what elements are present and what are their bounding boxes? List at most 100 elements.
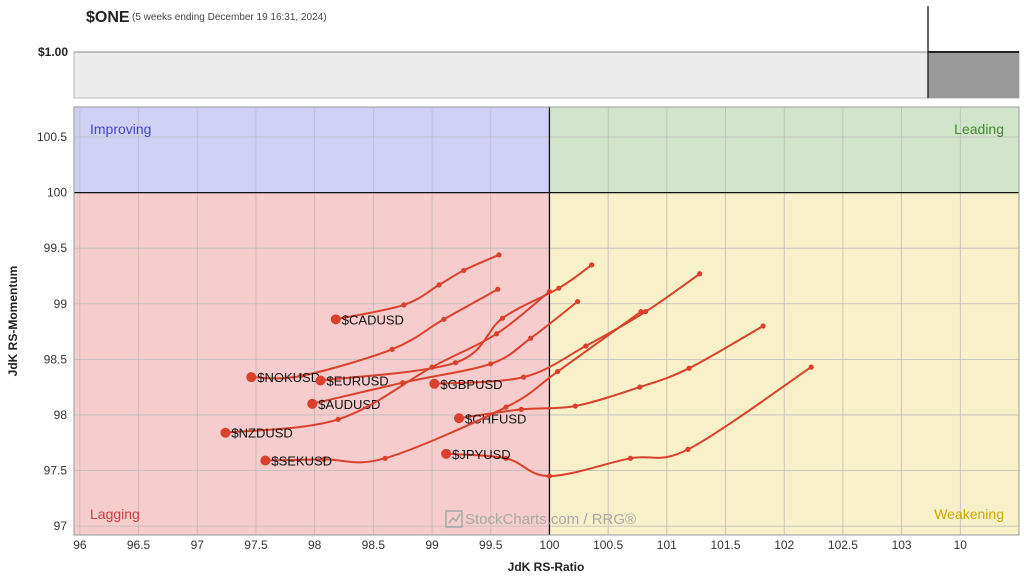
x-axis-label: JdK RS-Ratio: [508, 560, 585, 574]
y-tick-label: 97: [54, 519, 68, 533]
x-tick-label: 101.5: [711, 538, 741, 552]
series-tail-point: [583, 343, 589, 349]
series-cadusd[interactable]: $CADUSD: [330, 252, 502, 327]
series-chfusd[interactable]: $CHFUSD: [454, 323, 766, 426]
series-label: $EURUSD: [327, 373, 389, 388]
series-head-point[interactable]: [220, 427, 231, 438]
x-tick-label: 96.5: [127, 538, 151, 552]
series-head-point[interactable]: [330, 314, 341, 325]
series-tail-point: [401, 302, 407, 308]
series-jpyusd[interactable]: $JPYUSD: [441, 364, 814, 479]
y-axis-label: JdK RS-Momentum: [6, 266, 20, 377]
symbol-title: $ONE: [86, 9, 130, 26]
plot-border: [73, 106, 1020, 536]
series-nokusd[interactable]: $NOKUSD: [246, 286, 501, 385]
y-tick-labels: 97 97.5 98 98.5 99 99.5 100 100.5: [37, 130, 67, 533]
x-tick-label: 98: [308, 538, 322, 552]
watermark-logo-icon: [445, 510, 463, 528]
series-tail-point: [503, 404, 509, 410]
series-tail-point: [697, 271, 703, 277]
quadrant-label-weakening: Weakening: [934, 506, 1004, 522]
y-tick-label: 98: [54, 408, 68, 422]
quadrant-improving: [74, 107, 550, 193]
series-head-point[interactable]: [307, 398, 318, 409]
series-tail-point: [495, 286, 501, 292]
series-tail-point: [808, 364, 814, 370]
x-tick-label: 100.5: [593, 538, 623, 552]
series-tail-point: [546, 473, 553, 479]
quadrant-label-improving: Improving: [90, 121, 151, 137]
series-tail-point: [546, 288, 553, 295]
x-tick-label: 97: [191, 538, 205, 552]
x-tick-label: 101: [657, 538, 677, 552]
y-tick-label: 98.5: [44, 352, 68, 366]
series-tail-point: [461, 267, 467, 274]
series-tail-point: [518, 406, 524, 412]
x-tick-label: 102.5: [828, 538, 858, 552]
x-tick-label: 100: [539, 538, 559, 552]
y-tick-label: 99.5: [44, 241, 68, 255]
grid-lines: [74, 107, 1019, 535]
series-tail-point: [638, 308, 644, 315]
series-head-point[interactable]: [246, 372, 257, 383]
series-head-point[interactable]: [260, 455, 271, 466]
period-label: (5 weeks ending December 19 16:31, 2024): [132, 12, 327, 23]
series-tail-point: [556, 285, 562, 291]
series-tail-point: [685, 446, 691, 452]
series-tail-point: [627, 455, 634, 461]
x-tick-label: 99: [425, 538, 439, 552]
series-tail-point: [452, 360, 459, 366]
series-head-point[interactable]: [454, 413, 465, 424]
series-layer: $CADUSD$NOKUSD $EURUSD $GBPUSD$AUDUSD$NZDU…: [220, 252, 814, 479]
price-label: $1.00: [38, 45, 68, 59]
series-tail-point: [643, 308, 649, 315]
series-tail-point: [555, 368, 561, 375]
series-gbpusd[interactable]: $GBPUSD: [429, 271, 703, 392]
series-tail-point: [521, 374, 527, 380]
series-tail-point: [575, 298, 581, 305]
series-tail-point: [572, 403, 578, 409]
series-label: $NZDUSD: [231, 426, 292, 441]
series-label: $NOKUSD: [257, 370, 320, 385]
series-tail-point: [429, 364, 435, 370]
y-tick-label: 100: [47, 186, 67, 200]
series-head-point[interactable]: [441, 448, 452, 459]
series-head-point[interactable]: [315, 375, 326, 386]
series-tail-point: [335, 416, 341, 422]
x-tick-label: 98.5: [362, 538, 386, 552]
series-eurusd[interactable]: $EURUSD: [315, 262, 595, 388]
series-tail-point: [494, 331, 500, 337]
series-tail-point: [686, 365, 692, 371]
x-tick-labels: 96 96.5 97 97.5 98 98.5 99 99.5 100 100.5 101 101.5…: [73, 538, 967, 552]
series-tail-point: [496, 252, 502, 258]
quadrant-label-leading: Leading: [954, 121, 1004, 137]
price-panel: $ONE (5 weeks ending December 19 16:31, …: [38, 6, 1020, 99]
x-tick-label: 103: [892, 538, 912, 552]
series-head-point[interactable]: [429, 378, 440, 389]
x-tick-label: 10: [954, 538, 968, 552]
y-tick-label: 97.5: [44, 464, 68, 478]
watermark: StockCharts.com / RRG®: [445, 510, 636, 528]
series-tail-point: [503, 455, 509, 461]
series-tail-point: [499, 315, 506, 321]
series-tail-line: [225, 290, 551, 434]
series-tail-point: [321, 456, 327, 463]
plot-area: Improving Leading Lagging Weakening Stoc…: [6, 106, 1020, 574]
x-tick-label: 102: [774, 538, 794, 552]
series-nzdusd[interactable]: $NZDUSD: [220, 288, 553, 441]
series-label: $GBPUSD: [440, 377, 502, 392]
series-tail-point: [760, 323, 766, 329]
y-tick-label: 100.5: [37, 130, 67, 144]
quadrant-label-lagging: Lagging: [90, 506, 140, 522]
series-tail-point: [637, 384, 643, 390]
series-tail-point: [297, 373, 304, 379]
series-sekusd[interactable]: $SEKUSD: [260, 308, 644, 469]
price-highlight: [928, 53, 1019, 98]
series-label: $SEKUSD: [271, 454, 332, 469]
series-label: $CADUSD: [342, 312, 404, 327]
series-tail-point: [441, 316, 447, 322]
x-tick-label: 99.5: [479, 538, 503, 552]
series-label: $JPYUSD: [452, 447, 511, 462]
quadrant-lagging: [74, 192, 550, 535]
